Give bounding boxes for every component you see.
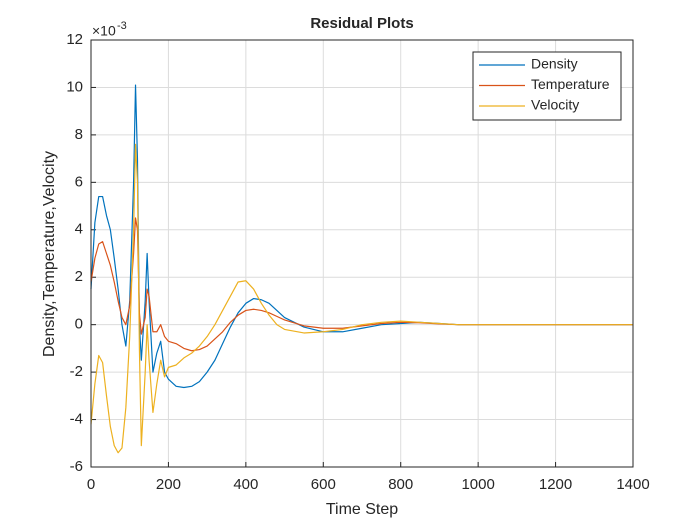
y-tick-label: 6 [75, 173, 83, 190]
y-tick-label: -4 [70, 411, 83, 428]
y-tick-label: -2 [70, 363, 83, 380]
y-multiplier: ×10 [92, 23, 116, 39]
data-line [90, 143, 633, 454]
x-tick-label: 200 [156, 476, 181, 493]
x-tick-label: 1400 [616, 476, 649, 493]
chart-title: Residual Plots [310, 15, 413, 32]
y-tick-label: 0 [75, 316, 83, 333]
y-tick-label: 4 [75, 221, 83, 238]
axes-box [90, 39, 634, 468]
y-tick-label: -6 [70, 458, 83, 475]
data-line [90, 84, 633, 389]
legend-label: Velocity [531, 97, 579, 113]
x-tick-label: 600 [311, 476, 336, 493]
x-tick-label: 1200 [539, 476, 572, 493]
data-line [90, 217, 633, 352]
x-axis-label: Time Step [326, 501, 398, 518]
x-tick-label: 800 [388, 476, 413, 493]
legend-label: Temperature [531, 76, 610, 92]
y-tick-label: 2 [75, 268, 83, 285]
y-axis-label: Density,Temperature,Velocity [41, 151, 58, 357]
y-tick-label: 10 [66, 78, 83, 95]
y-tick-label: 8 [75, 126, 83, 143]
y-multiplier-exponent: -3 [117, 20, 127, 32]
x-tick-label: 400 [233, 476, 258, 493]
y-tick-label: 12 [66, 31, 83, 48]
legend-label: Density [531, 56, 578, 72]
x-tick-label: 0 [87, 476, 95, 493]
x-tick-label: 1000 [461, 476, 494, 493]
